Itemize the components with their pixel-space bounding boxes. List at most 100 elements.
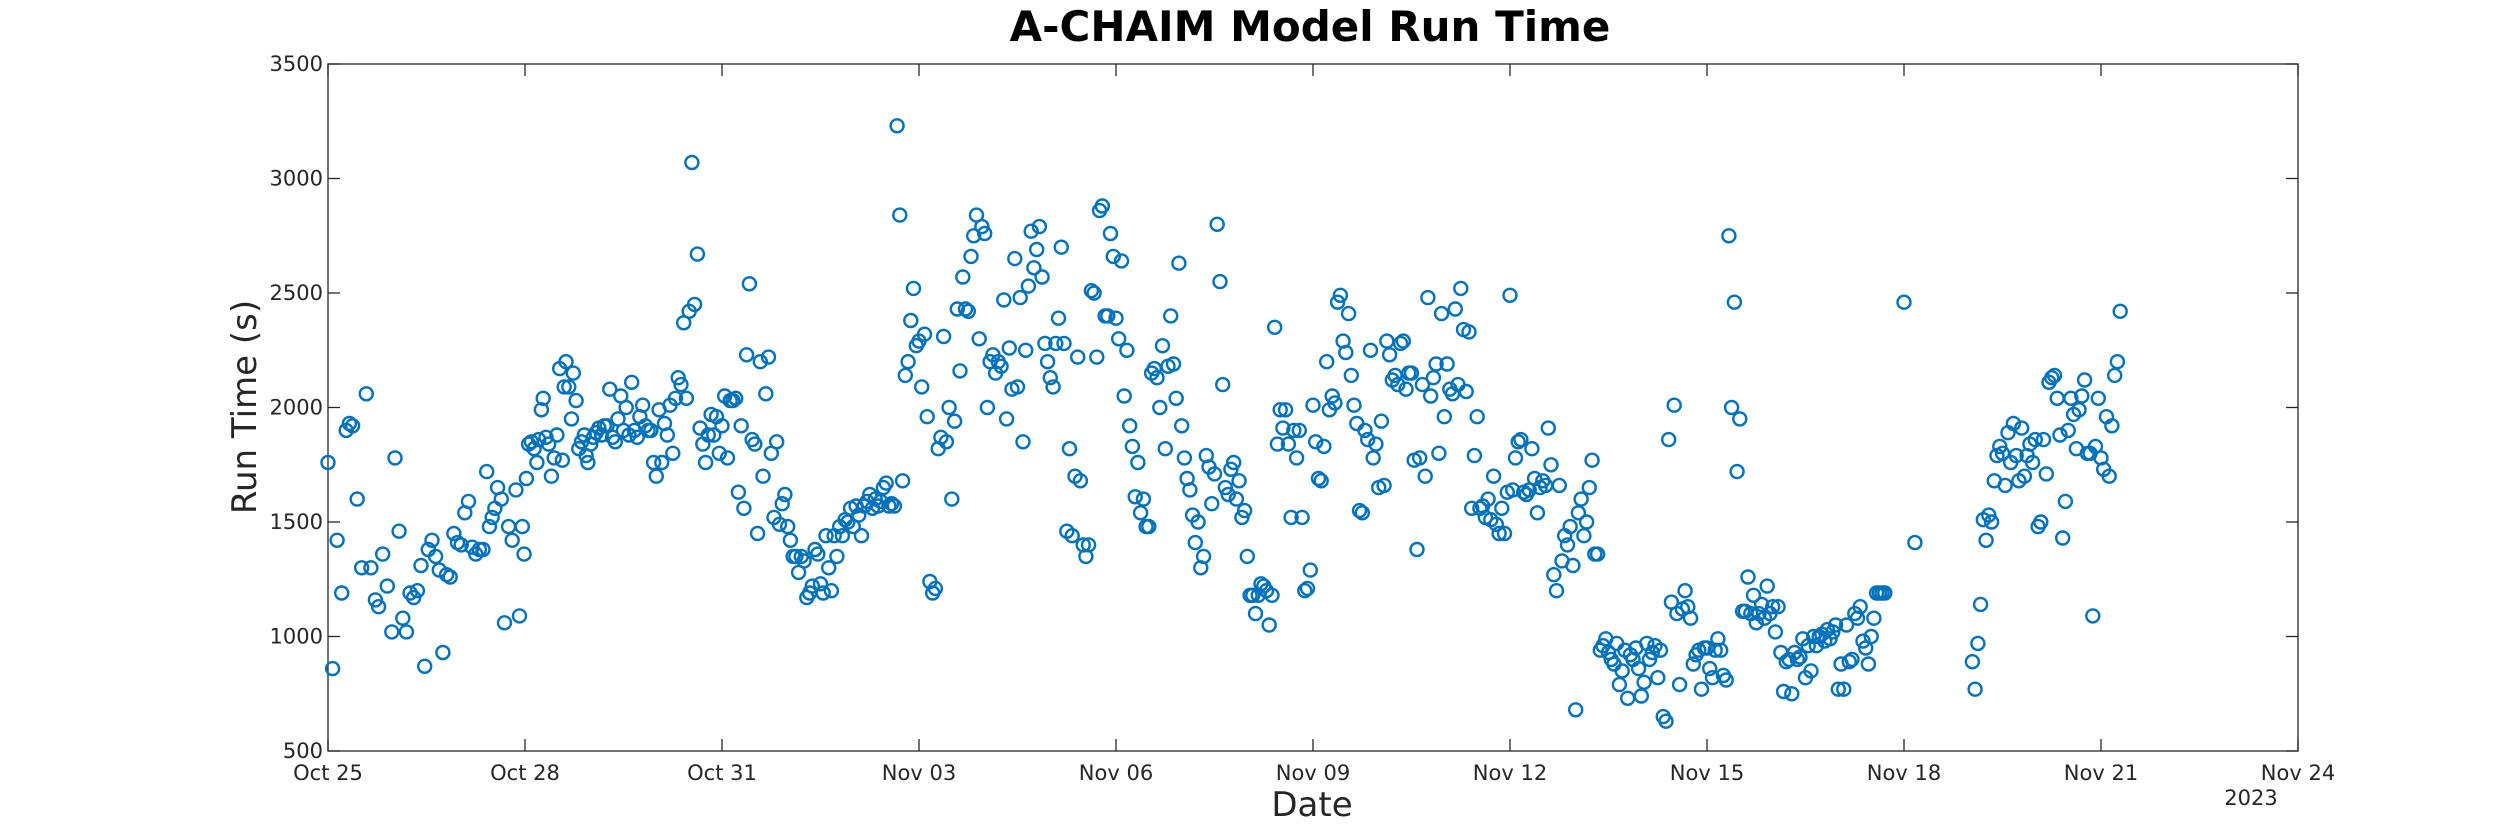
x-tick-label: Nov 24 xyxy=(2261,761,2335,785)
data-point xyxy=(941,399,957,416)
data-point xyxy=(883,496,900,512)
data-point xyxy=(442,569,458,585)
data-point xyxy=(1154,338,1171,354)
data-point xyxy=(1748,615,1765,631)
data-point xyxy=(1546,567,1562,583)
data-point xyxy=(903,312,919,329)
data-point xyxy=(417,658,433,674)
data-point xyxy=(2057,493,2074,510)
data-point xyxy=(1513,431,1529,448)
data-point xyxy=(812,576,829,592)
data-point xyxy=(736,500,752,516)
data-point xyxy=(1420,289,1436,306)
data-point xyxy=(957,301,974,317)
data-point xyxy=(1650,670,1666,686)
data-point xyxy=(1280,436,1297,452)
data-point xyxy=(618,399,634,416)
data-point xyxy=(554,452,571,468)
data-point xyxy=(1031,218,1048,235)
data-point xyxy=(818,528,834,544)
data-point xyxy=(1316,438,1332,455)
data-point xyxy=(741,276,758,292)
data-point xyxy=(1086,285,1102,301)
data-point xyxy=(1480,491,1496,507)
data-point xyxy=(1677,583,1693,599)
data-point xyxy=(1964,654,1981,670)
data-point xyxy=(1693,681,1710,697)
data-point xyxy=(523,434,540,450)
data-point xyxy=(706,427,722,443)
data-point xyxy=(1195,548,1212,565)
data-point xyxy=(1028,241,1045,258)
data-point xyxy=(341,415,358,432)
data-point xyxy=(1701,660,1718,677)
data-point xyxy=(1652,642,1669,658)
data-point xyxy=(533,402,550,418)
data-point xyxy=(1266,319,1283,335)
data-point xyxy=(358,386,374,402)
data-point xyxy=(1660,431,1677,448)
data-point xyxy=(1056,335,1072,352)
data-point xyxy=(686,296,703,313)
data-point xyxy=(670,370,686,386)
data-point xyxy=(1121,418,1138,434)
plot-area xyxy=(327,63,2299,752)
data-point xyxy=(1409,541,1425,558)
data-point xyxy=(1433,305,1450,322)
data-point xyxy=(1844,651,1860,668)
data-point xyxy=(1983,514,2000,530)
data-point xyxy=(1792,649,1808,665)
data-point xyxy=(1978,532,1994,548)
data-point xyxy=(479,463,495,480)
data-point xyxy=(996,292,1012,308)
data-point xyxy=(2052,427,2068,443)
data-point xyxy=(747,436,763,452)
data-point xyxy=(460,493,477,510)
data-point xyxy=(719,450,736,466)
x-tick-label: Nov 12 xyxy=(1473,761,1547,785)
data-point xyxy=(993,358,1009,374)
data-point xyxy=(424,532,440,548)
data-point xyxy=(777,486,793,503)
x-tick-label: Oct 31 xyxy=(687,761,757,785)
data-point xyxy=(1012,289,1028,306)
data-point xyxy=(892,207,908,223)
data-point xyxy=(1223,461,1239,477)
data-point xyxy=(1135,491,1152,507)
data-point xyxy=(1162,308,1179,324)
data-point xyxy=(370,599,387,615)
y-tick-label: 1500 xyxy=(270,510,323,534)
data-point xyxy=(1641,651,1658,668)
data-point xyxy=(1327,395,1343,411)
data-point xyxy=(1436,409,1453,425)
data-point xyxy=(881,498,897,514)
data-point xyxy=(804,578,820,594)
y-tick-label: 3000 xyxy=(270,167,323,191)
data-point xyxy=(475,541,491,558)
data-point xyxy=(1113,253,1130,269)
data-point xyxy=(1152,399,1168,416)
data-point xyxy=(728,390,744,406)
data-point xyxy=(1354,505,1371,521)
data-point xyxy=(2076,372,2093,388)
data-point xyxy=(1307,434,1324,450)
data-point xyxy=(823,583,840,599)
data-point xyxy=(648,468,664,484)
data-point xyxy=(1398,381,1414,397)
data-point xyxy=(1784,686,1800,702)
data-point xyxy=(2074,388,2090,404)
data-point xyxy=(1841,654,1858,670)
data-point xyxy=(2071,402,2087,418)
data-point xyxy=(900,354,916,370)
data-point xyxy=(977,225,993,242)
data-point xyxy=(2035,431,2052,448)
data-point xyxy=(1967,681,1983,697)
data-point xyxy=(1042,370,1059,386)
data-point xyxy=(375,546,391,562)
data-point xyxy=(1351,502,1368,519)
data-point xyxy=(1718,672,1734,688)
y-tick-label: 2500 xyxy=(270,281,323,305)
data-point xyxy=(1108,310,1124,326)
data-point xyxy=(568,392,584,409)
data-point xyxy=(1206,466,1223,482)
